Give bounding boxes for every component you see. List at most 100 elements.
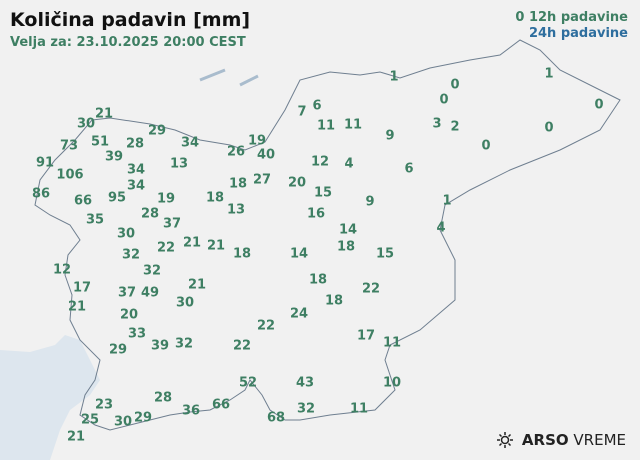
- station-value: 19: [156, 191, 176, 207]
- station-value: 18: [232, 246, 252, 262]
- station-value: 32: [174, 336, 194, 352]
- station-value: 49: [140, 285, 160, 301]
- station-value: 18: [324, 293, 344, 309]
- map-title: Količina padavin [mm]: [10, 9, 251, 31]
- station-value: 30: [113, 414, 133, 430]
- station-value: 0: [544, 120, 554, 136]
- station-value: 6: [404, 161, 414, 177]
- valid-time: Velja za: 23.10.2025 20:00 CEST: [10, 35, 246, 50]
- station-value: 30: [116, 226, 136, 242]
- station-value: 34: [180, 135, 200, 151]
- sea: [0, 335, 100, 460]
- station-value: 22: [256, 318, 276, 334]
- station-value: 22: [156, 240, 176, 256]
- station-value: 20: [119, 307, 139, 323]
- station-value: 3: [432, 116, 442, 132]
- station-value: 40: [256, 147, 276, 163]
- station-value: 27: [252, 172, 272, 188]
- station-value: 1: [442, 193, 452, 209]
- station-value: 18: [308, 272, 328, 288]
- station-value: 0: [450, 77, 460, 93]
- station-value: 6: [312, 98, 322, 114]
- station-value: 34: [126, 162, 146, 178]
- station-value: 29: [108, 342, 128, 358]
- station-value: 29: [133, 410, 153, 426]
- station-value: 0: [439, 92, 449, 108]
- station-value: 16: [306, 206, 326, 222]
- station-value: 10: [382, 375, 402, 391]
- station-value: 73: [59, 138, 79, 154]
- station-value: 32: [121, 247, 141, 263]
- station-value: 91: [35, 155, 55, 171]
- station-value: 14: [338, 222, 358, 238]
- station-value: 20: [287, 175, 307, 191]
- station-value: 33: [127, 326, 147, 342]
- station-value: 21: [187, 277, 207, 293]
- legend-12h-label: 12h padavine: [528, 10, 628, 25]
- station-value: 1: [544, 66, 554, 82]
- station-value: 36: [181, 403, 201, 419]
- station-value: 34: [126, 178, 146, 194]
- legend-24h: 24h padavine: [528, 26, 628, 41]
- station-value: 21: [182, 235, 202, 251]
- station-value: 1: [389, 69, 399, 85]
- legend-12h: 0 12h padavine: [515, 10, 628, 25]
- station-value: 13: [169, 156, 189, 172]
- legend-12h-marker: 0: [515, 10, 525, 25]
- station-value: 28: [125, 136, 145, 152]
- station-value: 11: [349, 401, 369, 417]
- station-value: 9: [365, 194, 375, 210]
- station-value: 25: [80, 412, 100, 428]
- station-value: 22: [232, 338, 252, 354]
- station-value: 30: [76, 116, 96, 132]
- station-value: 17: [356, 328, 376, 344]
- station-value: 11: [343, 117, 363, 133]
- station-value: 17: [72, 280, 92, 296]
- station-value: 66: [211, 397, 231, 413]
- station-value: 37: [162, 216, 182, 232]
- station-value: 35: [85, 212, 105, 228]
- station-value: 52: [238, 375, 258, 391]
- station-value: 37: [117, 285, 137, 301]
- station-value: 26: [226, 144, 246, 160]
- station-value: 21: [94, 106, 114, 122]
- station-value: 4: [436, 220, 446, 236]
- station-value: 29: [147, 123, 167, 139]
- station-value: 22: [361, 281, 381, 297]
- station-value: 9: [385, 128, 395, 144]
- station-value: 106: [56, 167, 84, 183]
- station-value: 14: [289, 246, 309, 262]
- lake: [199, 68, 226, 82]
- station-value: 4: [344, 156, 354, 172]
- station-value: 21: [66, 429, 86, 445]
- station-value: 28: [153, 390, 173, 406]
- station-value: 95: [107, 190, 127, 206]
- station-value: 0: [594, 97, 604, 113]
- station-value: 0: [481, 138, 491, 154]
- station-value: 43: [295, 375, 315, 391]
- station-value: 68: [266, 410, 286, 426]
- lake: [239, 74, 259, 87]
- station-value: 15: [313, 185, 333, 201]
- slovenia-border: [34, 39, 621, 431]
- station-value: 21: [206, 238, 226, 254]
- logo-brand: ARSO: [521, 431, 569, 449]
- station-value: 28: [140, 206, 160, 222]
- station-value: 7: [297, 104, 307, 120]
- station-value: 15: [375, 246, 395, 262]
- station-value: 12: [52, 262, 72, 278]
- logo-product: VREME: [573, 431, 626, 449]
- station-value: 11: [382, 335, 402, 351]
- sun-cloud-icon: [496, 432, 513, 448]
- station-value: 32: [296, 401, 316, 417]
- station-value: 18: [228, 176, 248, 192]
- station-value: 13: [226, 202, 246, 218]
- station-value: 86: [31, 186, 51, 202]
- station-value: 66: [73, 193, 93, 209]
- station-value: 18: [205, 190, 225, 206]
- arso-logo: ARSO VREME: [496, 431, 626, 449]
- station-value: 23: [94, 397, 114, 413]
- station-value: 2: [450, 119, 460, 135]
